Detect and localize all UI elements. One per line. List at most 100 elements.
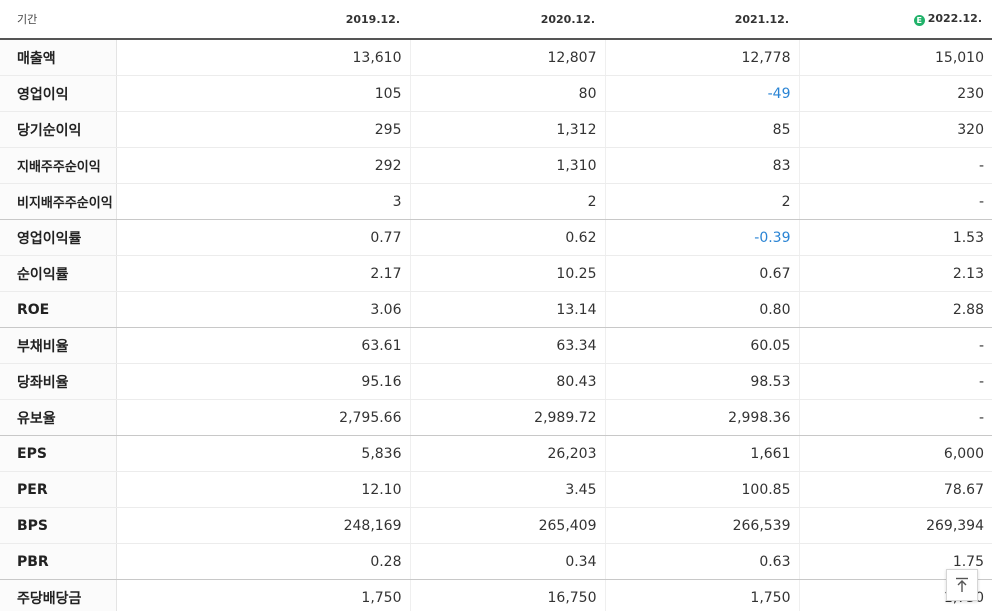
value-cell: 83: [605, 147, 800, 184]
value-cell: 105: [116, 75, 411, 112]
value-cell: 2.88: [799, 291, 992, 328]
value-cell: 2.13: [799, 255, 992, 292]
table-row: 비지배주주순이익 3 2 2-: [0, 183, 992, 220]
row-label: 지배주주순이익: [0, 147, 117, 184]
value-cell: 2: [410, 183, 606, 220]
value-cell: 2,989.72: [410, 399, 606, 436]
value-cell: 2,998.36: [605, 399, 800, 436]
value-cell: 320: [799, 111, 992, 148]
value-cell: 3.06: [116, 291, 411, 328]
value-cell: 2: [605, 183, 800, 220]
row-label: PER: [0, 471, 117, 508]
row-label: 당기순이익: [0, 111, 117, 148]
row-label: 매출액: [0, 39, 117, 76]
value-cell: 80: [410, 75, 606, 112]
value-cell: 1,310: [410, 147, 606, 184]
value-cell: 0.77: [116, 219, 411, 256]
value-cell: 12,807: [410, 39, 606, 76]
value-cell: 80.43: [410, 363, 606, 400]
period-header: 2020.12.: [410, 0, 605, 40]
value-cell: -: [799, 399, 992, 436]
row-label: ROE: [0, 291, 117, 328]
value-cell: -0.39: [605, 219, 800, 256]
arrow-up-to-line-icon: [956, 577, 968, 592]
value-cell: 1,750: [605, 579, 800, 611]
value-cell: 230: [799, 75, 992, 112]
row-label: 영업이익: [0, 75, 117, 112]
period-header: 2021.12.: [605, 0, 799, 40]
table-row: 지배주주순이익 292 1,310 83-: [0, 147, 992, 184]
table-row: EPS 5,836 26,203 1,661 6,000: [0, 435, 992, 472]
value-cell: 295: [116, 111, 411, 148]
value-cell: 63.61: [116, 327, 411, 364]
value-cell: 2.17: [116, 255, 411, 292]
value-cell: 265,409: [410, 507, 606, 544]
value-cell: 26,203: [410, 435, 606, 472]
row-label: 비지배주주순이익: [0, 183, 117, 220]
value-cell: 15,010: [799, 39, 992, 76]
value-cell: -49: [605, 75, 800, 112]
value-cell: 95.16: [116, 363, 411, 400]
table-row: 영업이익률 0.77 0.62 -0.39 1.53: [0, 219, 992, 256]
value-cell: 2,795.66: [116, 399, 411, 436]
value-cell: 10.25: [410, 255, 606, 292]
table-body: 매출액 13,610 12,807 12,778 15,010 영업이익 105 80 -49 2…: [0, 39, 992, 611]
row-label: PBR: [0, 543, 117, 580]
value-cell: 3.45: [410, 471, 606, 508]
value-cell: 100.85: [605, 471, 800, 508]
value-cell: 60.05: [605, 327, 800, 364]
scroll-to-top-button[interactable]: [946, 569, 978, 601]
value-cell: 1,312: [410, 111, 606, 148]
table-row: 유보율 2,795.66 2,989.72 2,998.36-: [0, 399, 992, 436]
table-row: 당좌비율 95.16 80.43 98.53-: [0, 363, 992, 400]
table-row: 당기순이익 295 1,312 85 320: [0, 111, 992, 148]
value-cell: 3: [116, 183, 411, 220]
value-cell: 269,394: [799, 507, 992, 544]
value-cell: 13,610: [116, 39, 411, 76]
table-row: ROE 3.06 13.14 0.80 2.88: [0, 291, 992, 328]
period-header-label: 기간: [0, 0, 116, 40]
row-label: 영업이익률: [0, 219, 117, 256]
row-label: 당좌비율: [0, 363, 117, 400]
value-cell: 98.53: [605, 363, 800, 400]
table-row: 순이익률 2.17 10.25 0.67 2.13: [0, 255, 992, 292]
value-cell: 6,000: [799, 435, 992, 472]
value-cell: 0.63: [605, 543, 800, 580]
row-label: 부채비율: [0, 327, 117, 364]
header-row: 기간 2019.12. 2020.12. 2021.12. E 2022.12.: [0, 0, 992, 40]
table-row: 영업이익 105 80 -49 230: [0, 75, 992, 112]
table-row: 매출액 13,610 12,807 12,778 15,010: [0, 39, 992, 76]
period-header: 2019.12.: [116, 0, 410, 40]
value-cell: -: [799, 183, 992, 220]
estimate-badge-icon: E: [913, 15, 925, 26]
value-cell: 78.67: [799, 471, 992, 508]
value-cell: 0.80: [605, 291, 800, 328]
value-cell: -: [799, 327, 992, 364]
table-row: PBR 0.28 0.34 0.63 1.75: [0, 543, 992, 580]
value-cell: 1.53: [799, 219, 992, 256]
row-label: BPS: [0, 507, 117, 544]
row-label: 주당배당금: [0, 579, 117, 611]
period-header-text: 2022.12.: [927, 12, 982, 25]
value-cell: 5,836: [116, 435, 411, 472]
value-cell: 12,778: [605, 39, 800, 76]
table-row: BPS 248,169 265,409 266,539 269,394: [0, 507, 992, 544]
value-cell: 12.10: [116, 471, 411, 508]
value-cell: 0.67: [605, 255, 800, 292]
row-label: 유보율: [0, 399, 117, 436]
value-cell: 1,661: [605, 435, 800, 472]
value-cell: -: [799, 363, 992, 400]
period-header-estimate: E 2022.12.: [799, 0, 992, 40]
value-cell: 0.28: [116, 543, 411, 580]
value-cell: -: [799, 147, 992, 184]
value-cell: 13.14: [410, 291, 606, 328]
value-cell: 0.62: [410, 219, 606, 256]
value-cell: 63.34: [410, 327, 606, 364]
value-cell: 292: [116, 147, 411, 184]
table-row: PER 12.10 3.45 100.85 78.67: [0, 471, 992, 508]
table-row: 부채비율 63.61 63.34 60.05-: [0, 327, 992, 364]
row-label: EPS: [0, 435, 117, 472]
